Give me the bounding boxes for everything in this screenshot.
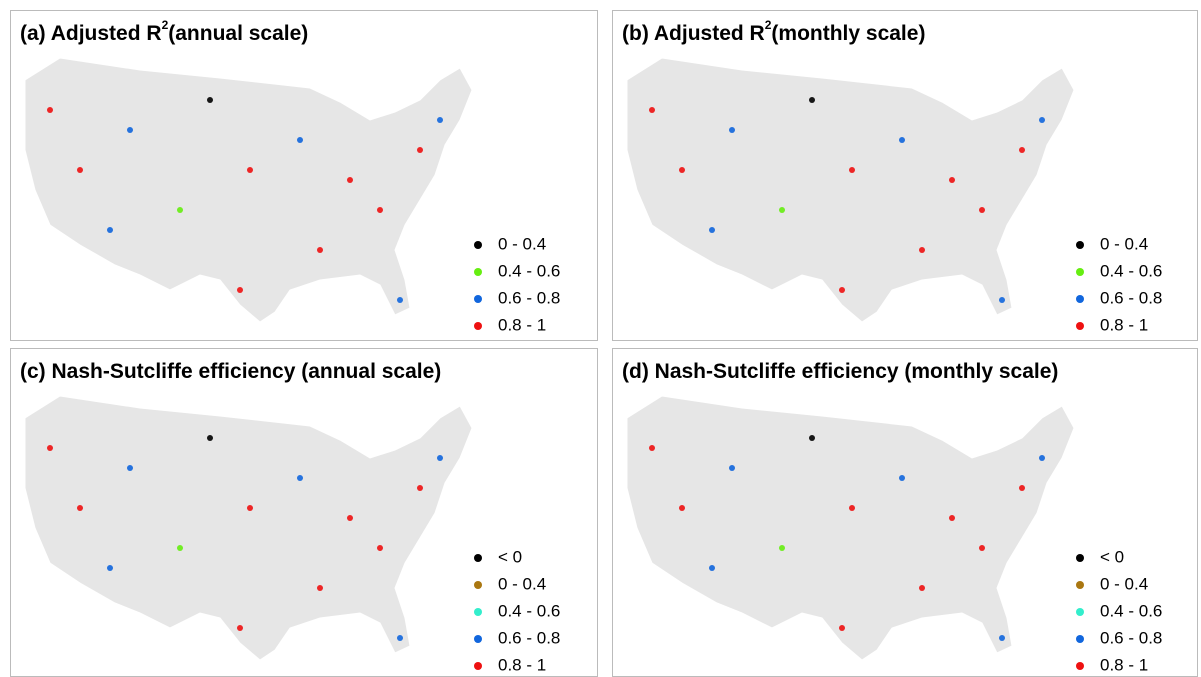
- legend-dot: [474, 608, 482, 616]
- legend-dot: [474, 241, 482, 249]
- legend-label: 0 - 0.4: [498, 574, 546, 593]
- legend-label: 0.4 - 0.6: [498, 601, 560, 620]
- legend-label: 0.8 - 1: [498, 315, 546, 334]
- panel-title: (b) Adjusted R2(monthly scale): [622, 18, 925, 45]
- legend-label: 0.8 - 1: [498, 655, 546, 674]
- legend-dot: [474, 554, 482, 562]
- panel-title: (a) Adjusted R2(annual scale): [20, 18, 308, 45]
- legend-dot: [1076, 635, 1084, 643]
- title-text: (b) Adjusted R: [622, 22, 765, 45]
- panel: (d) Nash-Sutcliffe efficiency (monthly s…: [622, 360, 1162, 674]
- legend-dot: [1076, 608, 1084, 616]
- legend-dot: [474, 581, 482, 589]
- panel-title: (d) Nash-Sutcliffe efficiency (monthly s…: [622, 360, 1058, 383]
- legend-dot: [1076, 295, 1084, 303]
- panel-title: (c) Nash-Sutcliffe efficiency (annual sc…: [20, 360, 441, 383]
- legend-dot: [474, 322, 482, 330]
- title-superscript: 2: [765, 18, 772, 32]
- title-text: (d) Nash-Sutcliffe efficiency (monthly s…: [622, 360, 1058, 383]
- legend-dot: [474, 268, 482, 276]
- title-text: (monthly scale): [771, 22, 925, 45]
- legend-dot: [1076, 322, 1084, 330]
- panel: (c) Nash-Sutcliffe efficiency (annual sc…: [20, 360, 560, 674]
- legend-label: < 0: [498, 547, 522, 566]
- legend-label: < 0: [1100, 547, 1124, 566]
- legend-dot: [474, 662, 482, 670]
- legend-label: 0 - 0.4: [1100, 574, 1148, 593]
- legend-label: 0.8 - 1: [1100, 315, 1148, 334]
- legend-label: 0.6 - 0.8: [498, 628, 560, 647]
- legend-label: 0 - 0.4: [1100, 234, 1148, 253]
- legend-dot: [1076, 268, 1084, 276]
- title-superscript: 2: [162, 18, 169, 32]
- title-text: (c) Nash-Sutcliffe efficiency (annual sc…: [20, 360, 441, 383]
- legend-dot: [1076, 662, 1084, 670]
- legend-label: 0.6 - 0.8: [1100, 288, 1162, 307]
- legend-label: 0.4 - 0.6: [498, 261, 560, 280]
- legend-label: 0 - 0.4: [498, 234, 546, 253]
- legend-label: 0.4 - 0.6: [1100, 261, 1162, 280]
- legend-dot: [1076, 241, 1084, 249]
- title-text: (annual scale): [168, 22, 308, 45]
- legend-dot: [1076, 554, 1084, 562]
- panel: (a) Adjusted R2(annual scale) 0 - 0.4 0.4 …: [20, 18, 560, 334]
- legend-label: 0.4 - 0.6: [1100, 601, 1162, 620]
- legend-label: 0.6 - 0.8: [498, 288, 560, 307]
- panel: (b) Adjusted R2(monthly scale) 0 - 0.4 0.4…: [622, 18, 1162, 334]
- legend-label: 0.6 - 0.8: [1100, 628, 1162, 647]
- legend-dot: [1076, 581, 1084, 589]
- legend-label: 0.8 - 1: [1100, 655, 1148, 674]
- title-text: (a) Adjusted R: [20, 22, 162, 45]
- legend-dot: [474, 295, 482, 303]
- legend-dot: [474, 635, 482, 643]
